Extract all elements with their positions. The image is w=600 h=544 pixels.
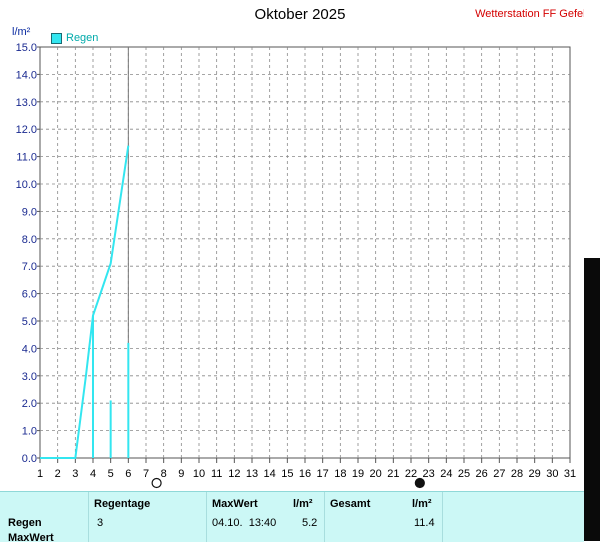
x-tick-label: 11 bbox=[211, 468, 222, 480]
y-tick-label: 3.0 bbox=[22, 371, 37, 383]
maxwert-value: 5.2 bbox=[302, 517, 318, 529]
y-tick-label: 1.0 bbox=[22, 426, 37, 438]
x-tick-label: 12 bbox=[228, 468, 240, 480]
new-moon-icon bbox=[414, 477, 425, 489]
maxwert-time: 04.10. 13:40 bbox=[212, 517, 277, 529]
y-tick-label: 7.0 bbox=[22, 261, 37, 273]
full-moon-icon bbox=[151, 477, 162, 489]
header-gesamt: Gesamt bbox=[330, 498, 371, 510]
y-tick-label: 10.0 bbox=[16, 179, 37, 191]
x-tick-label: 4 bbox=[90, 468, 96, 480]
x-tick-label: 15 bbox=[281, 468, 293, 480]
header-maxwert-unit: l/m² bbox=[293, 498, 313, 510]
x-tick-label: 31 bbox=[564, 468, 576, 480]
y-axis-label: l/m² bbox=[12, 26, 31, 38]
legend-label: Regen bbox=[66, 32, 99, 44]
rain-chart: 0.01.02.03.04.05.06.07.08.09.010.011.012… bbox=[16, 42, 576, 489]
y-tick-label: 4.0 bbox=[22, 343, 37, 355]
x-tick-label: 27 bbox=[493, 468, 505, 480]
x-tick-label: 10 bbox=[193, 468, 205, 480]
x-tick-label: 19 bbox=[352, 468, 364, 480]
x-tick-label: 9 bbox=[178, 468, 184, 480]
table-separator bbox=[442, 492, 443, 542]
x-tick-label: 17 bbox=[317, 468, 329, 480]
y-tick-label: 0.0 bbox=[22, 453, 37, 465]
chart-title: Oktober 2025 bbox=[254, 6, 346, 23]
x-tick-label: 20 bbox=[370, 468, 382, 480]
x-tick-label: 18 bbox=[334, 468, 346, 480]
x-tick-label: 13 bbox=[246, 468, 258, 480]
x-tick-label: 6 bbox=[125, 468, 131, 480]
x-tick-label: 26 bbox=[476, 468, 488, 480]
y-tick-label: 5.0 bbox=[22, 316, 37, 328]
x-tick-label: 29 bbox=[529, 468, 541, 480]
header-regentage: Regentage bbox=[94, 498, 151, 510]
regentage-value: 3 bbox=[97, 517, 104, 529]
y-tick-label: 14.0 bbox=[16, 69, 37, 81]
x-tick-label: 22 bbox=[405, 468, 417, 480]
header-gesamt-unit: l/m² bbox=[412, 498, 432, 510]
table-separator bbox=[206, 492, 207, 542]
x-tick-label: 1 bbox=[37, 468, 43, 480]
x-tick-label: 5 bbox=[108, 468, 114, 480]
x-tick-label: 28 bbox=[511, 468, 523, 480]
y-tick-label: 13.0 bbox=[16, 97, 37, 109]
y-tick-label: 8.0 bbox=[22, 234, 37, 246]
station-name: Wetterstation FF Gefell bbox=[475, 8, 588, 20]
y-tick-label: 2.0 bbox=[22, 398, 37, 410]
x-tick-label: 7 bbox=[143, 468, 149, 480]
summary-table: Regentage MaxWert l/m² Gesamt l/m² Regen… bbox=[0, 491, 584, 544]
gesamt-value: 11.4 bbox=[414, 517, 435, 529]
legend-swatch bbox=[51, 32, 62, 44]
sidebar-white-panel bbox=[584, 0, 600, 258]
x-tick-label: 21 bbox=[387, 468, 399, 480]
legend: Regen bbox=[51, 32, 98, 44]
x-tick-label: 14 bbox=[264, 468, 276, 480]
x-tick-label: 25 bbox=[458, 468, 470, 480]
row-label-maxwert: MaxWert bbox=[8, 532, 54, 544]
y-tick-label: 9.0 bbox=[22, 206, 37, 218]
sidebar-strip bbox=[584, 0, 600, 541]
x-tick-label: 3 bbox=[72, 468, 78, 480]
x-tick-label: 8 bbox=[161, 468, 167, 480]
x-tick-label: 24 bbox=[440, 468, 452, 480]
y-tick-label: 6.0 bbox=[22, 289, 37, 301]
header-maxwert: MaxWert bbox=[212, 498, 258, 510]
y-tick-label: 15.0 bbox=[16, 42, 37, 54]
x-tick-label: 23 bbox=[423, 468, 435, 480]
x-tick-label: 30 bbox=[546, 468, 558, 480]
row-label-regen: Regen bbox=[8, 517, 42, 529]
x-tick-label: 16 bbox=[299, 468, 311, 480]
y-tick-label: 11.0 bbox=[16, 152, 37, 164]
table-separator bbox=[88, 492, 89, 542]
table-separator bbox=[324, 492, 325, 542]
y-tick-label: 12.0 bbox=[16, 124, 37, 136]
x-tick-label: 2 bbox=[55, 468, 61, 480]
cumulative-rain-line bbox=[40, 145, 130, 459]
